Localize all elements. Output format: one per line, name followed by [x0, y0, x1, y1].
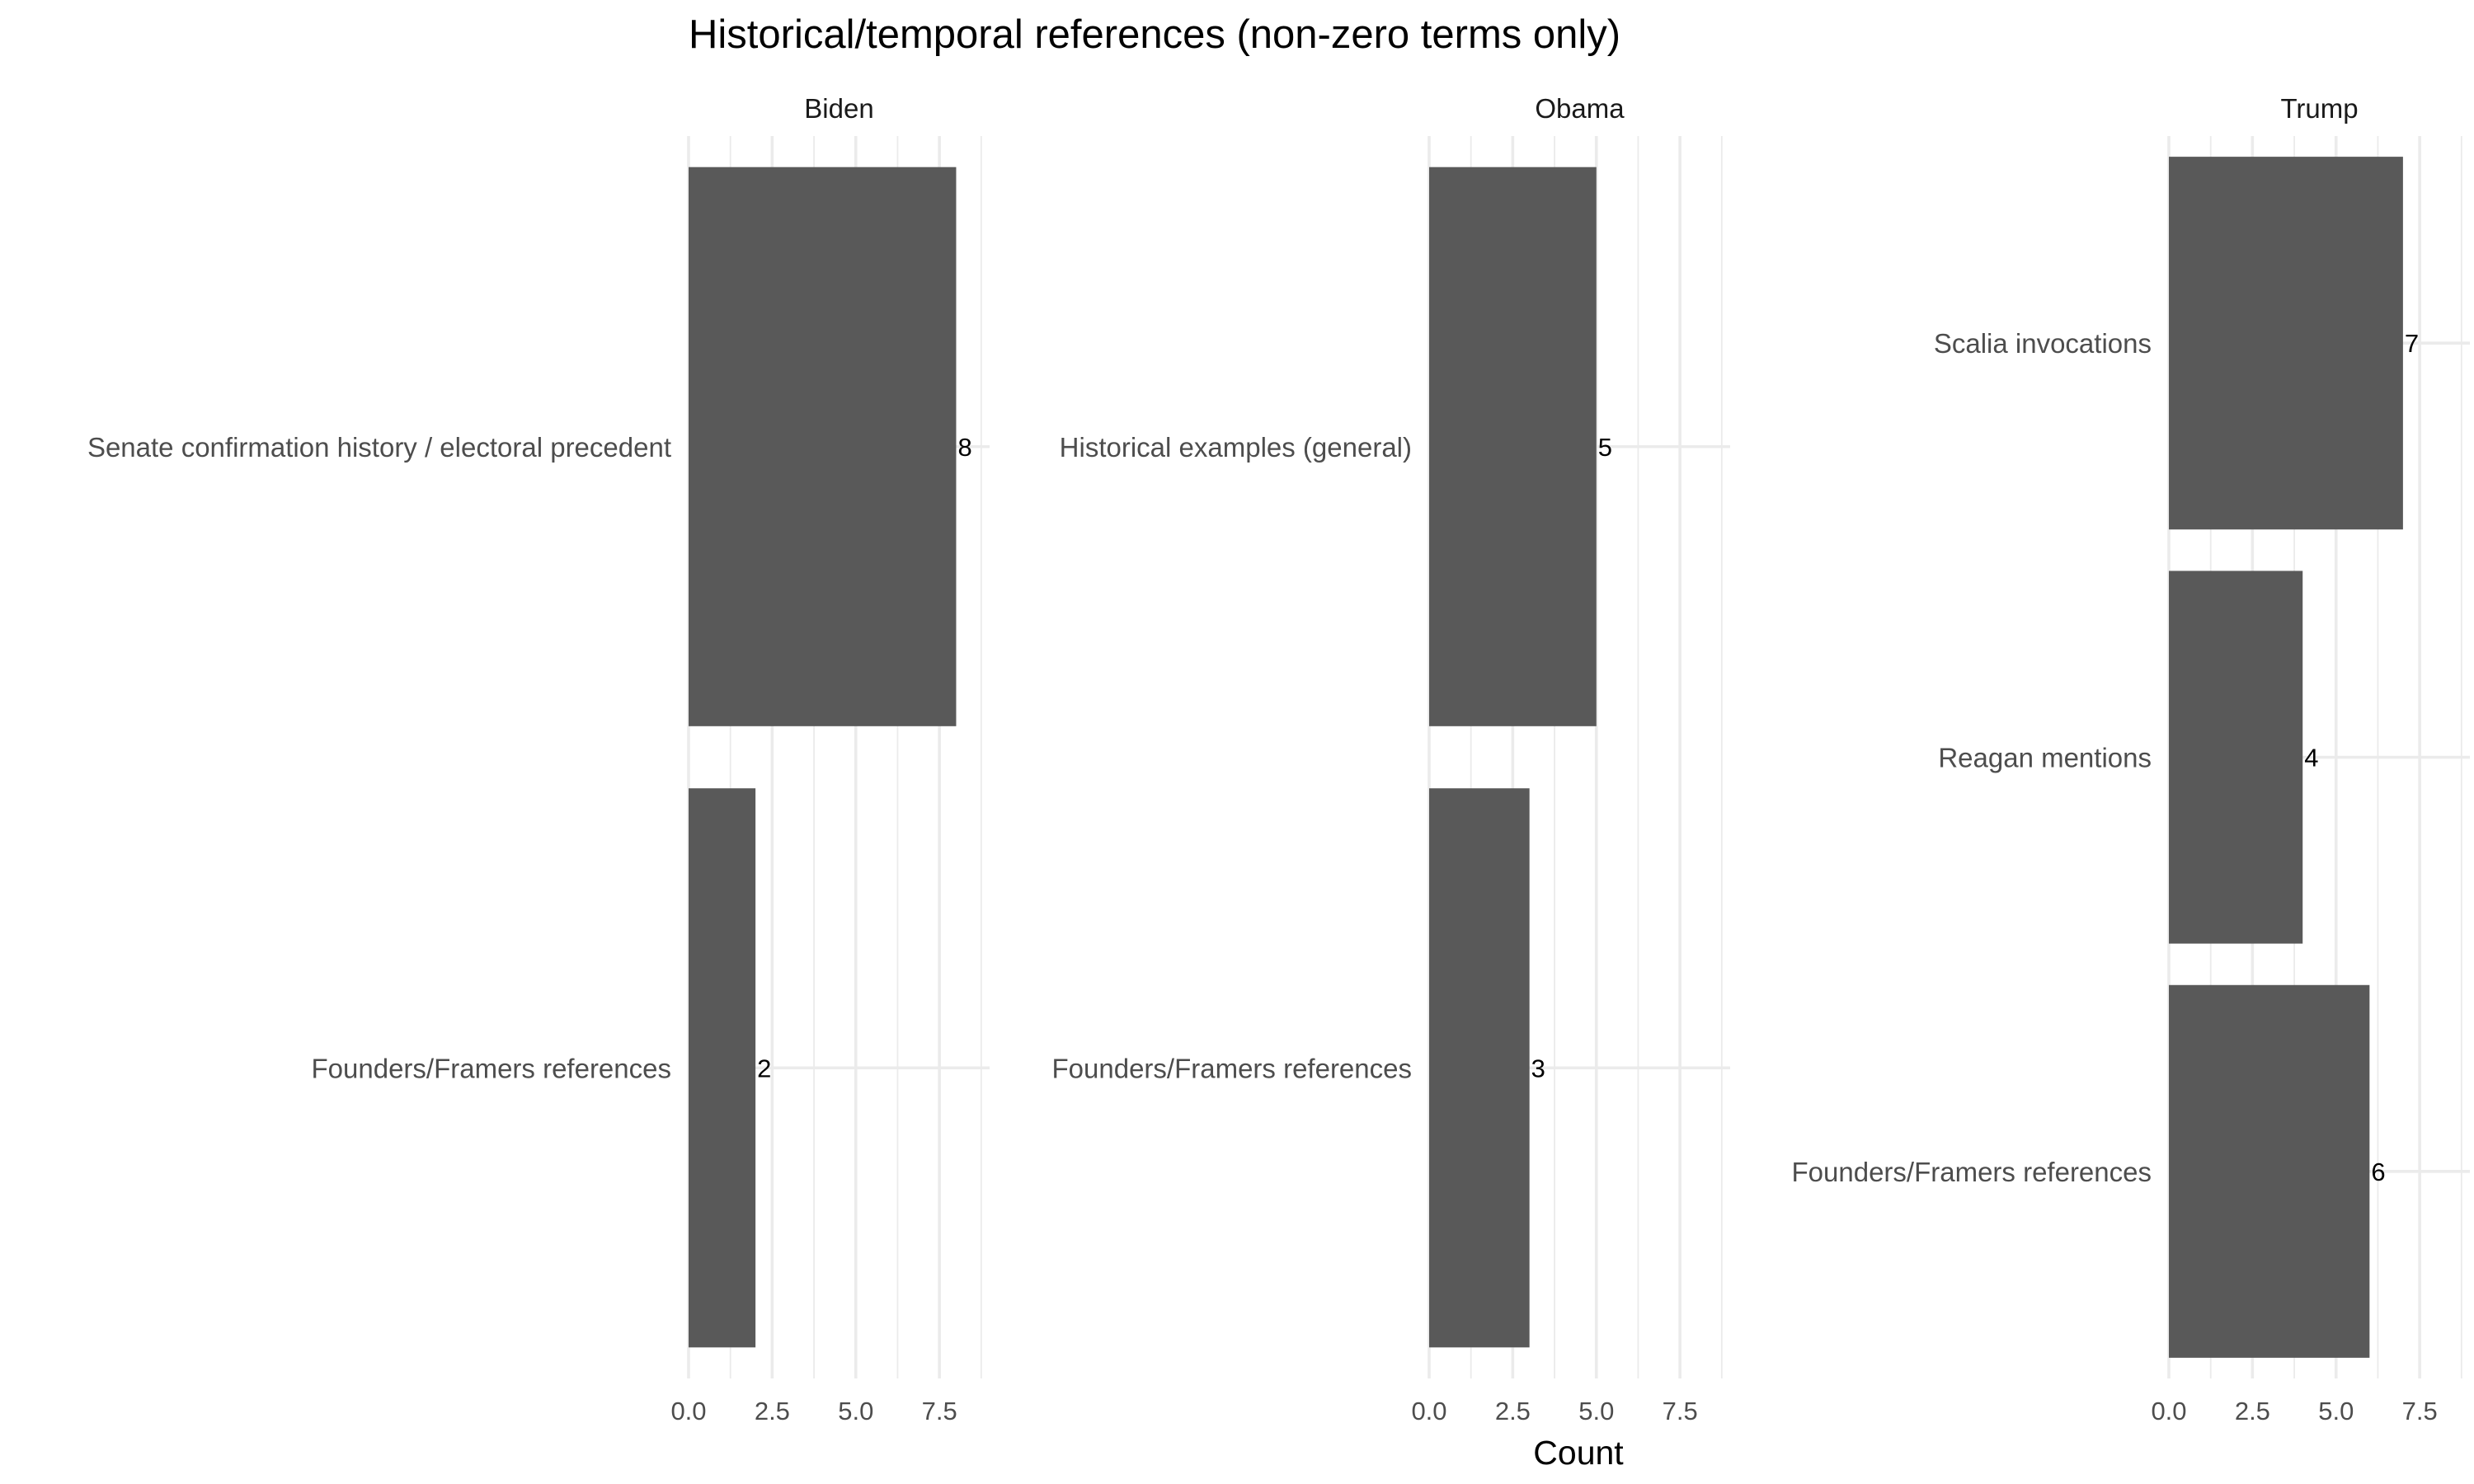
- x-tick-label-obama: 0.0: [1411, 1397, 1446, 1425]
- x-tick-label-biden: 2.5: [755, 1397, 790, 1425]
- facet-label-obama: Obama: [1535, 93, 1625, 124]
- bar-obama-founders-framers-references: [1429, 788, 1530, 1348]
- data-label-biden-founders-framers-references: 2: [757, 1054, 771, 1082]
- facet-trump: Trump 7 Scalia invocations 4 Reagan mentions…: [1792, 93, 2470, 1425]
- x-tick-label-biden: 0.0: [670, 1397, 706, 1425]
- category-label-trump-founders-framers-references: Founders/Framers references: [1792, 1157, 2152, 1187]
- category-label-trump-scalia-invocations: Scalia invocations: [1934, 328, 2152, 359]
- data-label-trump-founders-framers-references: 6: [2371, 1158, 2385, 1186]
- x-axis-title: Count: [1533, 1434, 1624, 1472]
- data-label-biden-senate-confirmation-history-electoral-precedent: 8: [957, 433, 971, 462]
- category-label-obama-historical-examples-general: Historical examples (general): [1060, 432, 1412, 463]
- data-label-trump-scalia-invocations: 7: [2405, 329, 2419, 358]
- x-tick-label-obama: 7.5: [1663, 1397, 1698, 1425]
- x-tick-label-biden: 5.0: [838, 1397, 873, 1425]
- facet-obama: Obama 5 Historical examples (general) 3 Foun…: [1052, 93, 1730, 1425]
- data-label-trump-reagan-mentions: 4: [2304, 744, 2318, 773]
- bar-biden-founders-framers-references: [689, 788, 756, 1348]
- x-tick-label-trump: 0.0: [2151, 1397, 2186, 1425]
- data-label-obama-historical-examples-general: 5: [1598, 433, 1612, 462]
- x-tick-label-obama: 5.0: [1578, 1397, 1614, 1425]
- facet-label-trump: Trump: [2280, 93, 2358, 124]
- x-tick-label-trump: 2.5: [2235, 1397, 2270, 1425]
- chart-title: Historical/temporal references (non-zero…: [689, 12, 1620, 57]
- bar-trump-reagan-mentions: [2169, 571, 2303, 944]
- category-label-biden-senate-confirmation-history-electoral-precedent: Senate confirmation history / electoral …: [87, 432, 671, 463]
- data-label-obama-founders-framers-references: 3: [1531, 1054, 1545, 1082]
- category-label-obama-founders-framers-references: Founders/Framers references: [1052, 1053, 1413, 1083]
- bar-trump-scalia-invocations: [2169, 157, 2403, 530]
- bar-biden-senate-confirmation-history-electoral-precedent: [689, 167, 957, 726]
- category-label-biden-founders-framers-references: Founders/Framers references: [312, 1053, 672, 1083]
- bar-trump-founders-framers-references: [2169, 984, 2370, 1358]
- x-tick-label-obama: 2.5: [1495, 1397, 1531, 1425]
- bar-obama-historical-examples-general: [1429, 167, 1597, 726]
- facet-panels: Biden 8 Senate confirmation history / elec…: [87, 93, 2470, 1425]
- x-tick-label-biden: 7.5: [922, 1397, 957, 1425]
- x-tick-label-trump: 5.0: [2318, 1397, 2354, 1425]
- facet-biden: Biden 8 Senate confirmation history / elec…: [87, 93, 990, 1425]
- facet-label-biden: Biden: [804, 93, 873, 124]
- category-label-trump-reagan-mentions: Reagan mentions: [1938, 743, 2152, 773]
- x-tick-label-trump: 7.5: [2402, 1397, 2438, 1425]
